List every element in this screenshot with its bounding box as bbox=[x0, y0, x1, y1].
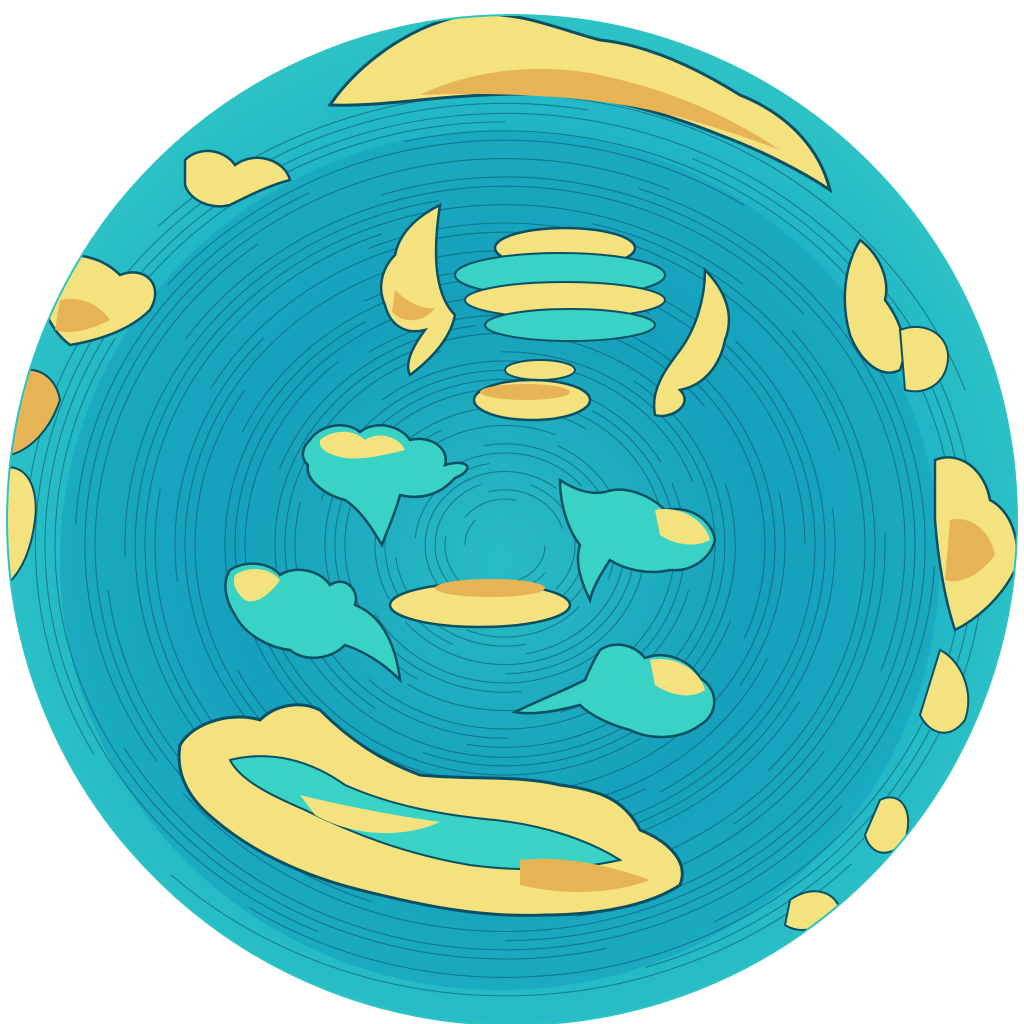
swirl-line bbox=[363, 268, 806, 546]
swirl-line bbox=[576, 187, 916, 918]
swirl-line bbox=[424, 470, 557, 585]
swirl-line bbox=[733, 532, 886, 825]
swirl-line bbox=[75, 192, 311, 525]
swirl-line bbox=[422, 620, 732, 767]
swirl-line bbox=[381, 176, 906, 672]
swirl-line bbox=[504, 565, 935, 942]
swirl-line bbox=[324, 378, 662, 608]
swirl-line bbox=[488, 489, 563, 530]
swirl-line bbox=[124, 200, 440, 558]
outer-cloud-ring bbox=[7, 15, 1017, 931]
swirl-line bbox=[174, 337, 265, 583]
swirl-line bbox=[170, 863, 852, 997]
swirl-line bbox=[504, 567, 644, 675]
swirl-line bbox=[185, 185, 805, 340]
swirl-line bbox=[395, 557, 527, 647]
swirl-line bbox=[368, 222, 841, 452]
swirl-line bbox=[274, 332, 663, 608]
swirl-line bbox=[465, 606, 580, 638]
swirl-line bbox=[294, 501, 509, 739]
swirl-line bbox=[288, 482, 736, 758]
lower-cloud-bank bbox=[177, 703, 684, 917]
swirl-line bbox=[464, 498, 517, 518]
swirl-line bbox=[284, 350, 441, 710]
swirl-line bbox=[518, 544, 546, 581]
swirl-line bbox=[739, 491, 786, 686]
swirl-line bbox=[44, 121, 506, 933]
upper-cloud-stack bbox=[379, 202, 731, 422]
swirl-line bbox=[84, 158, 670, 762]
swirl-line bbox=[617, 507, 836, 831]
swirl-line bbox=[54, 337, 607, 960]
swirl-line bbox=[134, 204, 744, 760]
swirl-line bbox=[403, 130, 956, 567]
swirl-line bbox=[501, 351, 716, 670]
swirl-line bbox=[591, 223, 866, 772]
swirl-line bbox=[537, 357, 776, 793]
swirl-line bbox=[224, 321, 366, 599]
disc-edge bbox=[6, 14, 1018, 1024]
swirl-line bbox=[466, 380, 726, 748]
swirl-line bbox=[123, 747, 843, 951]
swirl-line bbox=[182, 328, 926, 932]
center-cloud-puffs bbox=[224, 424, 717, 739]
swirl-line bbox=[158, 93, 966, 392]
swirl-line bbox=[464, 519, 477, 546]
swirl-line bbox=[167, 139, 745, 286]
swirl-line bbox=[374, 613, 608, 684]
